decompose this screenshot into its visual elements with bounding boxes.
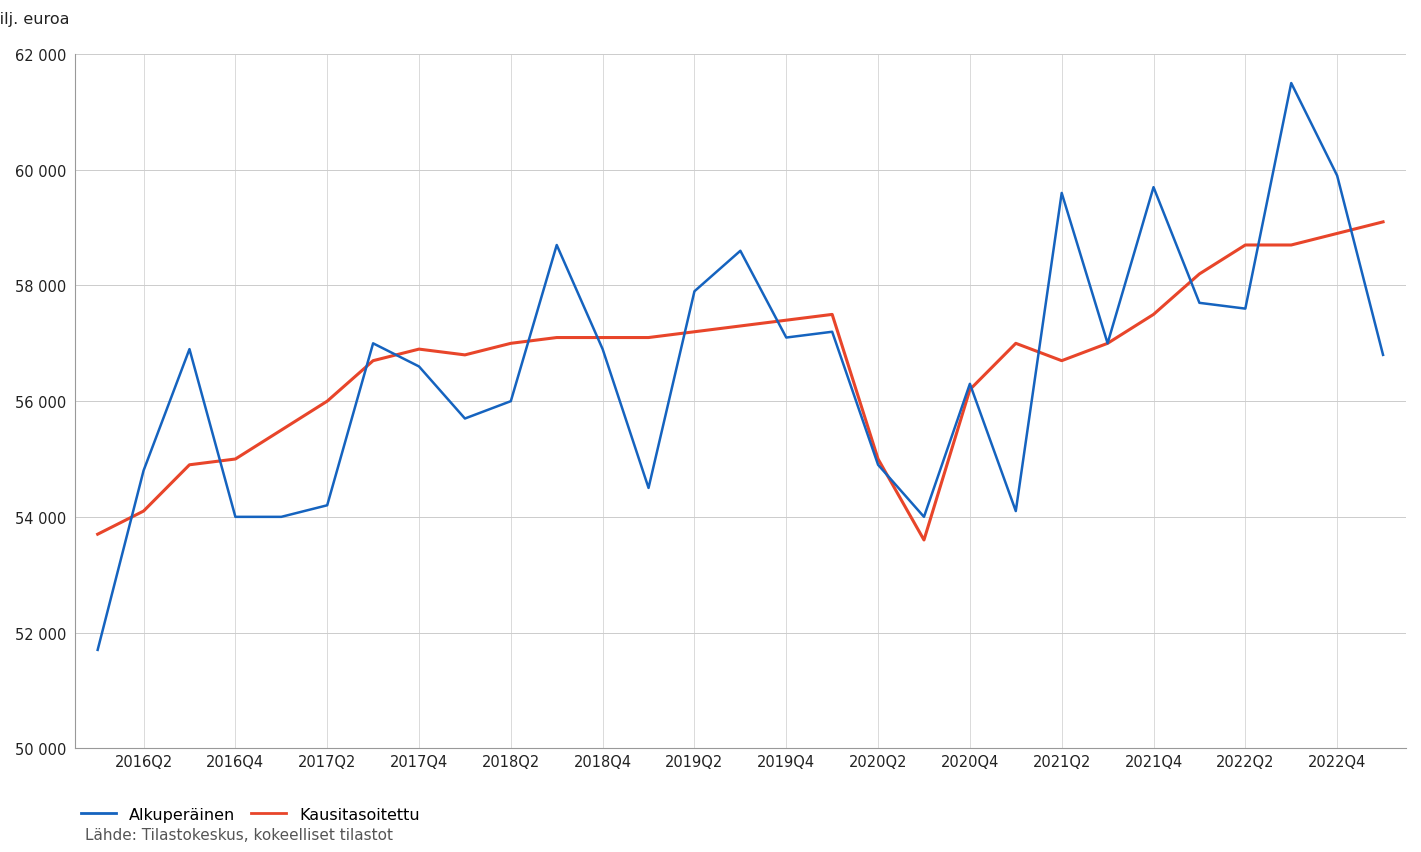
Text: Lähde: Tilastokeskus, kokeelliset tilastot: Lähde: Tilastokeskus, kokeelliset tilast… xyxy=(85,826,394,842)
Text: milj. euroa: milj. euroa xyxy=(0,12,70,27)
Legend: Alkuperäinen, Kausitasoitettu: Alkuperäinen, Kausitasoitettu xyxy=(75,800,426,828)
